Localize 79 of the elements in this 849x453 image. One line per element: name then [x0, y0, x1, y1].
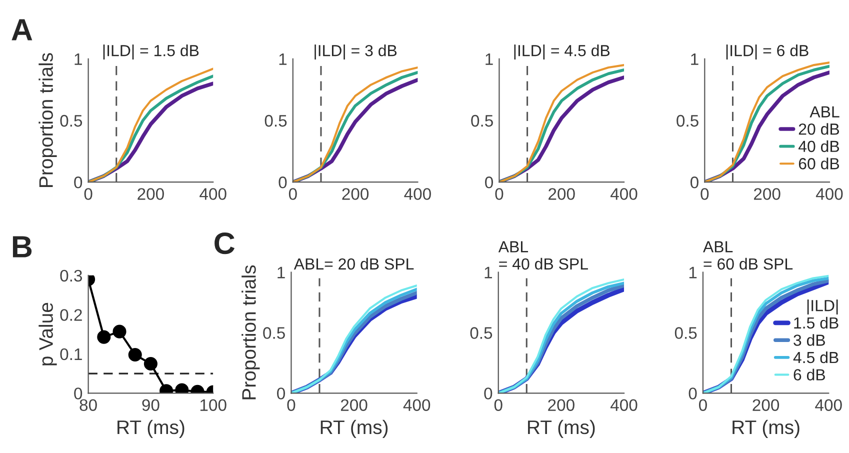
- y-tick-label: 1: [486, 53, 493, 65]
- x-tick-label: 400: [200, 188, 226, 200]
- legend-label: 20 dB: [798, 123, 840, 135]
- legend-label: 6 dB: [794, 368, 825, 380]
- point: [128, 348, 142, 362]
- x-tick-label: 0: [84, 188, 92, 200]
- y-tick-label: 1: [691, 53, 698, 65]
- y-tick-label: 0.3: [60, 270, 82, 282]
- y-tick-label: 0: [277, 388, 285, 400]
- x-tick-label: 200: [754, 188, 780, 200]
- y-axis-title: Proportion trials: [38, 53, 57, 187]
- legend-label: 60 dB: [798, 158, 840, 170]
- x-axis-title: RT (ms): [528, 420, 595, 438]
- y-tick-label: 1: [279, 53, 287, 65]
- point: [112, 324, 126, 338]
- y-tick-label: 0: [690, 176, 698, 188]
- chart-title: |ILD| = 4.5 dB: [514, 44, 610, 60]
- x-tick-label: 80: [80, 399, 97, 411]
- y-tick-label: 0: [74, 176, 82, 188]
- x-tick-label: 400: [404, 188, 431, 200]
- y-tick-label: 1: [689, 266, 697, 278]
- text: C: [214, 232, 235, 254]
- y-tick-label: 0.5: [674, 327, 697, 339]
- x-axis-title: RT (ms): [320, 420, 388, 438]
- x-tick-label: 200: [752, 399, 780, 411]
- chart-title: ABL= 20 dB SPL: [294, 258, 414, 270]
- y-axis-title: Proportion trials: [242, 265, 260, 400]
- y-tick-label: 0.5: [60, 114, 82, 127]
- y-tick-label: 0: [688, 388, 697, 400]
- chart-title: |ILD| = 1.5 dB: [103, 44, 199, 60]
- x-tick-label: 0: [287, 399, 296, 411]
- y-tick-label: 1: [484, 266, 492, 278]
- text: B: [12, 236, 32, 258]
- point: [97, 330, 111, 344]
- legend-label: 4.5 dB: [793, 351, 838, 364]
- y-tick-label: 0: [485, 176, 494, 188]
- legend-label: 40 dB: [798, 140, 840, 152]
- legend-title: ABL: [810, 106, 840, 118]
- x-tick-label: 400: [610, 188, 638, 200]
- x-tick-label: 200: [548, 399, 574, 411]
- x-tick-label: 400: [815, 399, 842, 411]
- y-tick-label: 0.5: [471, 114, 493, 127]
- x-tick-label: 400: [610, 399, 638, 411]
- x-tick-label: 400: [403, 399, 430, 411]
- y-tick-label: 0.1: [60, 348, 82, 360]
- y-tick-label: 1: [74, 53, 82, 65]
- chart-title: ABL = 40 dB SPL: [498, 241, 588, 270]
- y-tick-label: 0.5: [263, 327, 285, 339]
- x-tick-label: 100: [200, 399, 226, 411]
- x-axis-title: RT (ms): [118, 420, 184, 438]
- point: [144, 356, 158, 371]
- x-tick-label: 200: [342, 188, 369, 200]
- x-tick-label: 0: [288, 188, 297, 200]
- y-tick-label: 0: [278, 176, 287, 188]
- legend-label: 3 dB: [794, 334, 825, 346]
- legend-title: |ILD|: [807, 300, 838, 314]
- x-tick-label: 90: [142, 399, 160, 411]
- y-tick-label: 0: [484, 388, 492, 400]
- y-tick-label: 0.5: [676, 114, 698, 127]
- x-tick-label: 200: [340, 399, 368, 411]
- y-tick-label: 0.5: [470, 327, 492, 339]
- chart-title: |ILD| = 3 dB: [314, 44, 397, 60]
- chart-title: |ILD| = 6 dB: [726, 44, 808, 60]
- legend-label: 1.5 dB: [794, 316, 838, 329]
- chart-title: ABL = 60 dB SPL: [703, 241, 793, 270]
- text: A: [12, 19, 32, 40]
- y-tick-label: 0.2: [60, 309, 82, 321]
- x-tick-label: 0: [698, 399, 707, 411]
- y-tick-label: 1: [278, 266, 285, 278]
- x-tick-label: 0: [700, 188, 709, 200]
- x-tick-label: 200: [138, 188, 164, 200]
- x-tick-label: 400: [816, 188, 843, 200]
- y-tick-label: 0: [74, 388, 82, 400]
- x-tick-label: 0: [494, 399, 502, 411]
- x-tick-label: 200: [548, 188, 575, 200]
- x-axis-title: RT (ms): [732, 420, 800, 438]
- y-axis-title: p Value: [38, 302, 57, 366]
- y-tick-label: 0.5: [264, 114, 287, 127]
- x-tick-label: 0: [495, 188, 504, 200]
